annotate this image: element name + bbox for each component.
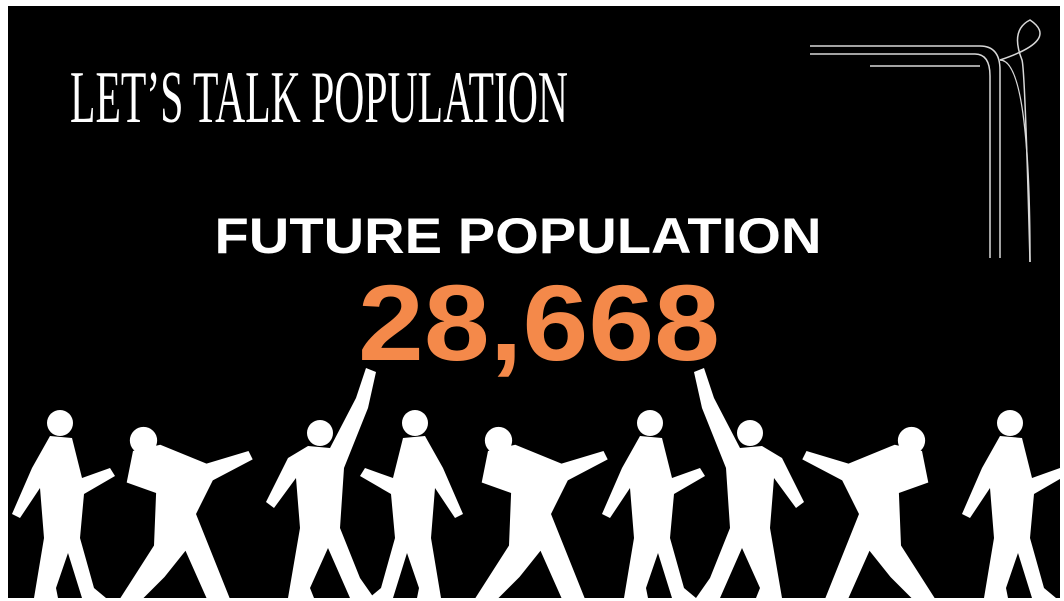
corner-ornament xyxy=(810,19,1041,263)
slide-title: LET’S TALK POPULATION xyxy=(70,57,568,139)
population-figure: 28,668 xyxy=(358,262,720,383)
heading: FUTURE POPULATION xyxy=(215,208,822,264)
